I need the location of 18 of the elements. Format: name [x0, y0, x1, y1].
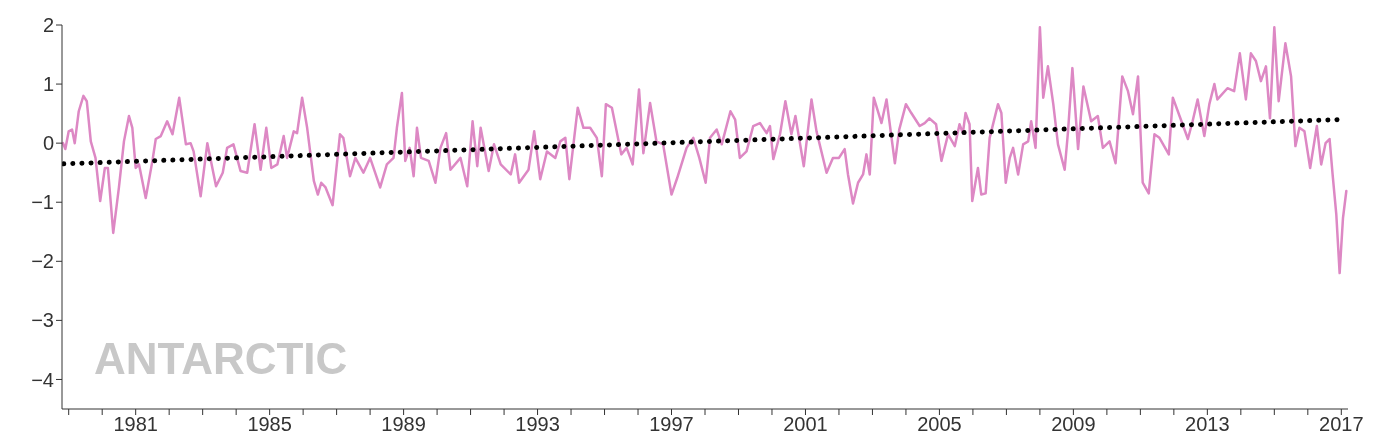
x-tick-label: 2001 [783, 413, 828, 436]
x-tick-label: 2009 [1051, 413, 1096, 436]
x-tick-label: 2013 [1185, 413, 1230, 436]
y-tick-label: 0 [42, 132, 54, 155]
y-tick-label: −4 [31, 368, 54, 391]
y-tick-label: 2 [42, 14, 54, 37]
x-tick-label: 1985 [247, 413, 292, 436]
x-tick-label: 1997 [649, 413, 694, 436]
x-tick-label: 1993 [515, 413, 560, 436]
x-tick-label: 2017 [1319, 413, 1364, 436]
y-tick-label: −2 [31, 250, 54, 273]
x-tick-label: 2005 [917, 413, 962, 436]
y-tick-label: −1 [31, 191, 54, 214]
x-tick-label: 1981 [113, 413, 158, 436]
y-tick-label: −3 [31, 309, 54, 332]
y-tick-label: 1 [42, 73, 54, 96]
line-series [62, 26, 1348, 275]
x-tick-label: 1989 [381, 413, 426, 436]
